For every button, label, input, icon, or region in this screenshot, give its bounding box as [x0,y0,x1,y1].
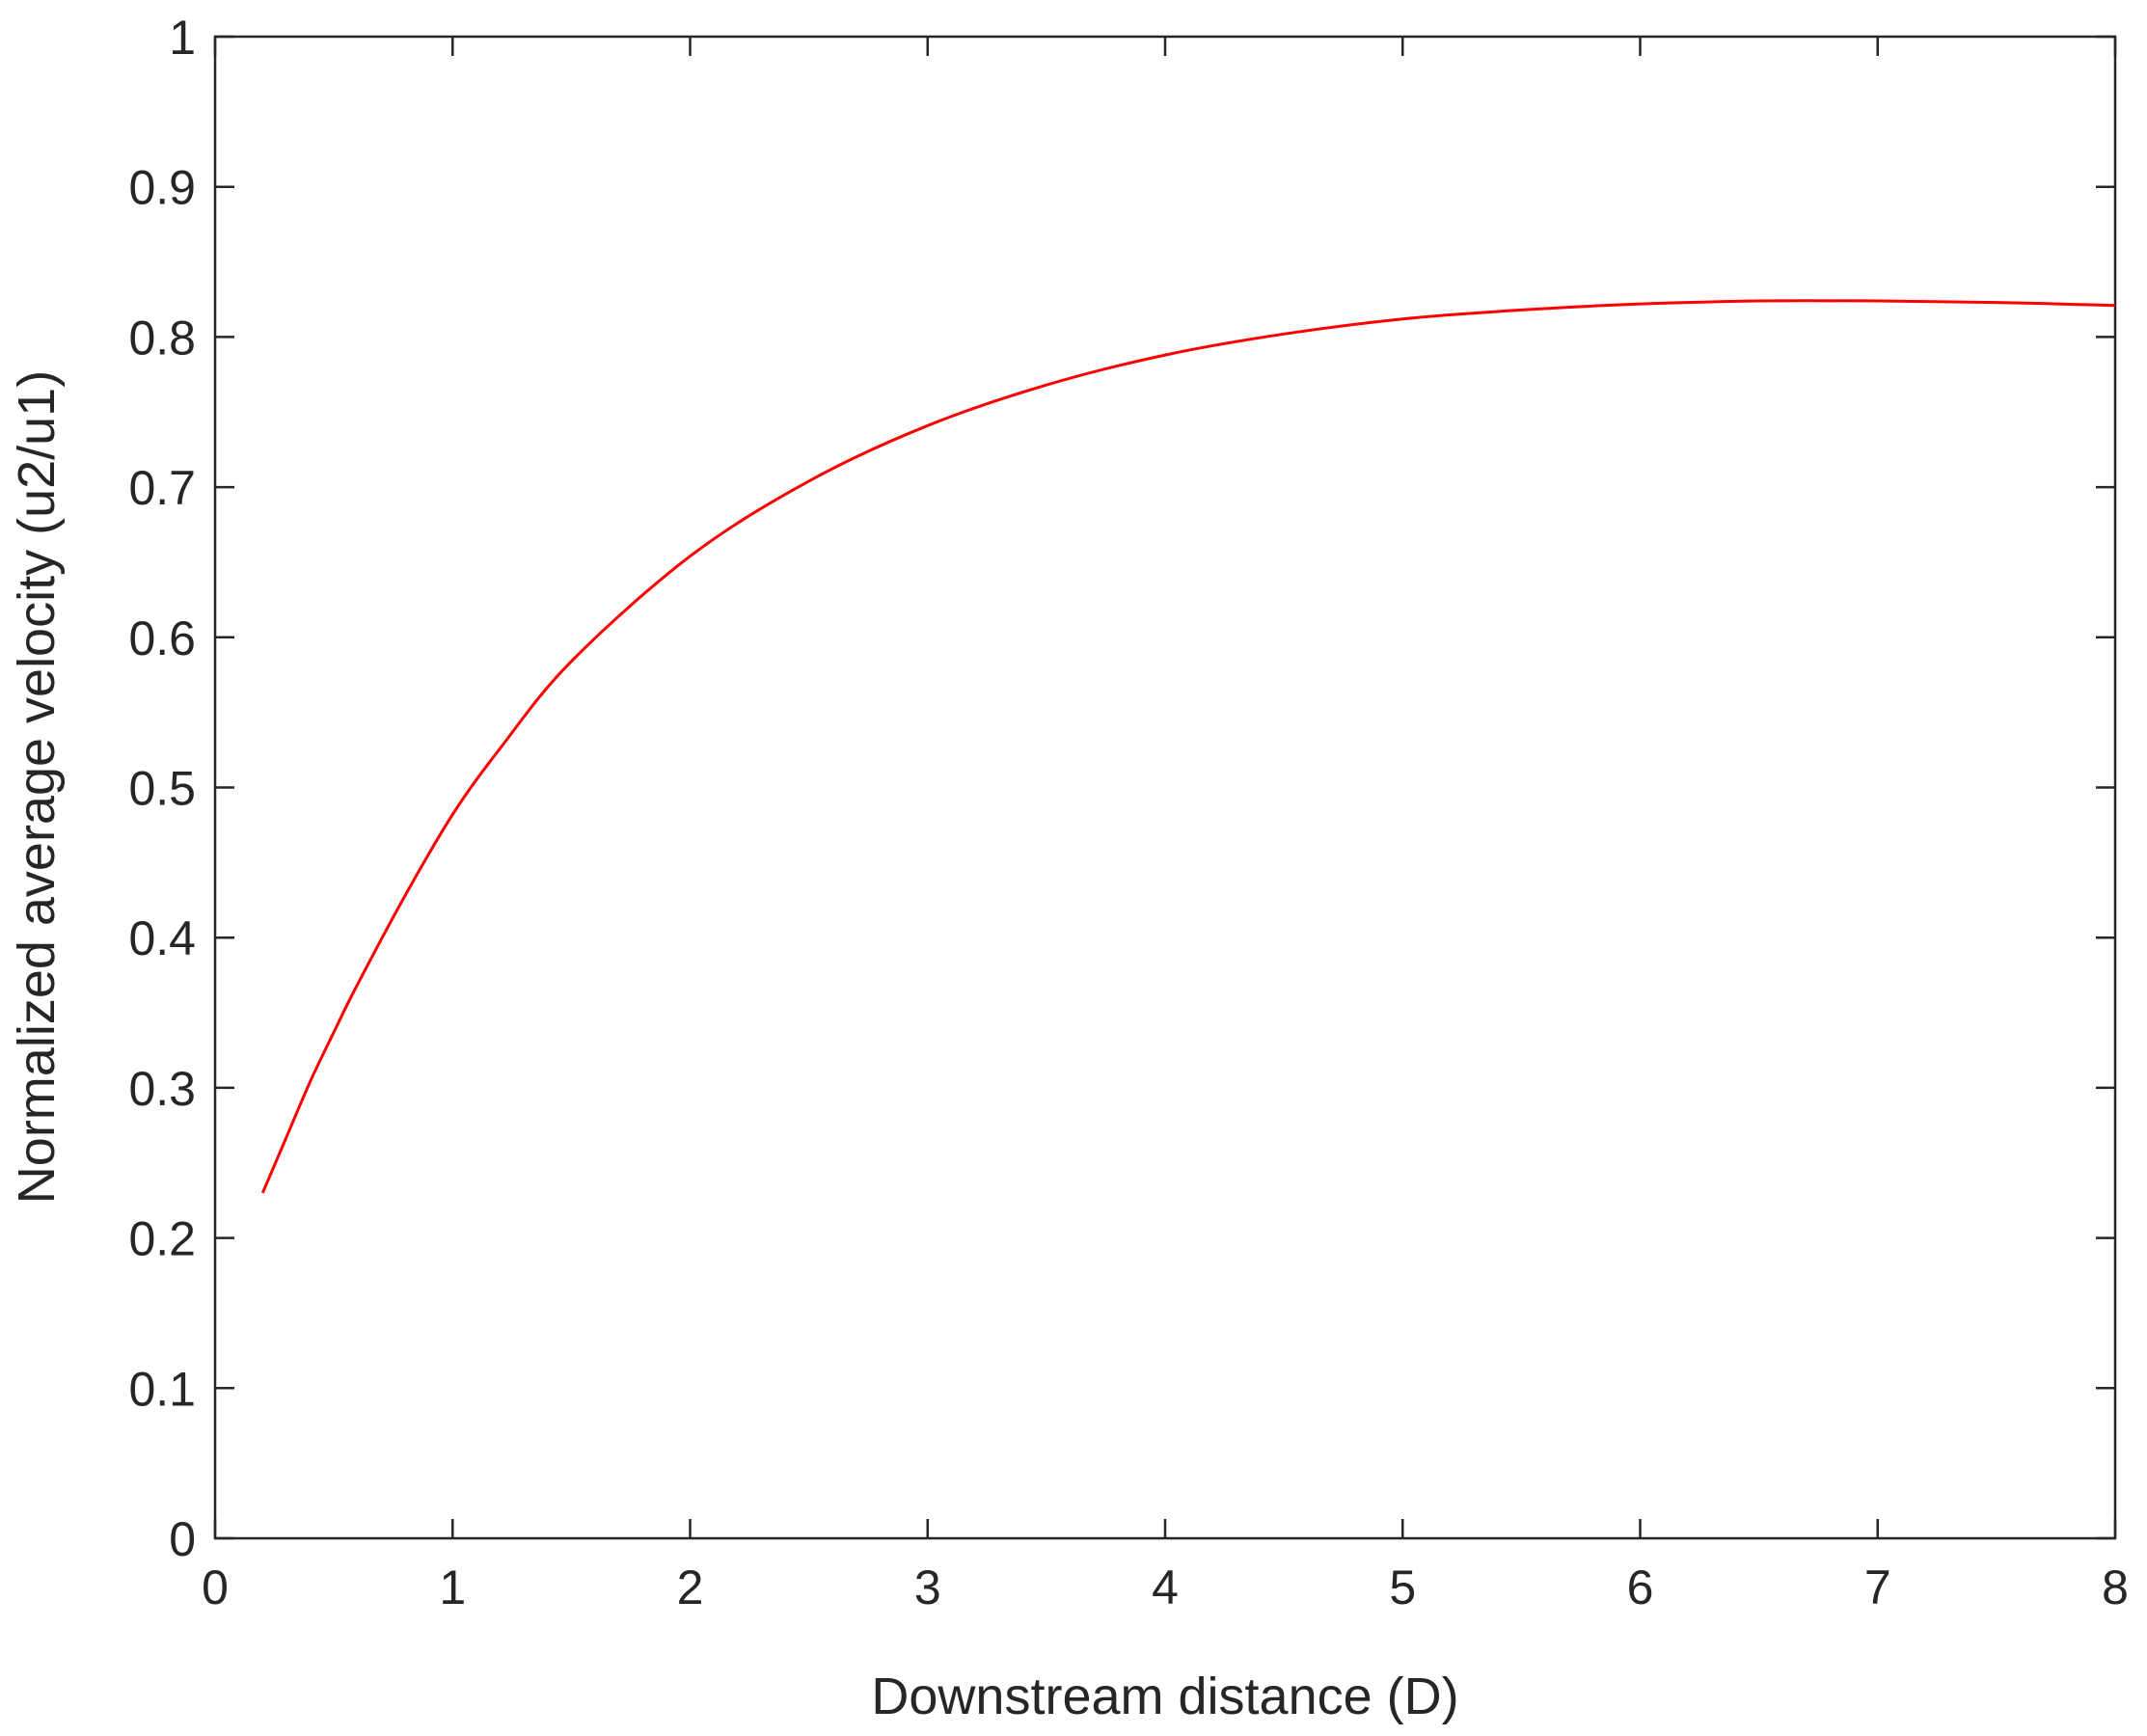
y-tick-label: 0.9 [128,161,196,215]
x-tick-label: 5 [1389,1560,1416,1614]
plot-area-frame [213,35,2117,1540]
x-tick-label: 4 [1152,1560,1179,1614]
axis-ticks [213,35,2117,1540]
y-tick-label: 1 [169,11,196,65]
y-tick-label: 0.6 [128,611,196,665]
series-layer [260,299,2116,1194]
x-tick-label: 7 [1864,1560,1891,1614]
y-tick-label: 0 [169,1512,196,1566]
x-tick-label: 2 [677,1560,704,1614]
y-tick-label: 0.2 [128,1212,196,1266]
axis-tick-labels: 0 1 2 3 4 5 6 7 8 0 0.1 0.2 0.3 0.4 0.5 0.6 0.7 0.8 0.9 1 [128,11,2128,1614]
y-tick-label: 0.8 [128,311,196,365]
y-tick-label: 0.1 [128,1362,196,1416]
y-axis-label: Normalized average velocity (u2/u1) [8,370,66,1204]
y-tick-label: 0.4 [128,911,196,965]
x-tick-label: 0 [202,1560,229,1614]
y-tick-label: 0.5 [128,762,196,816]
x-axis-label: Downstream distance (D) [871,1668,1458,1725]
y-tick-label: 0.3 [128,1062,196,1116]
y-tick-label: 0.7 [128,461,196,515]
x-tick-label: 1 [439,1560,466,1614]
x-tick-label: 3 [914,1560,941,1614]
x-tick-label: 8 [2102,1560,2129,1614]
series-line [260,299,2116,1194]
x-tick-label: 6 [1627,1560,1654,1614]
